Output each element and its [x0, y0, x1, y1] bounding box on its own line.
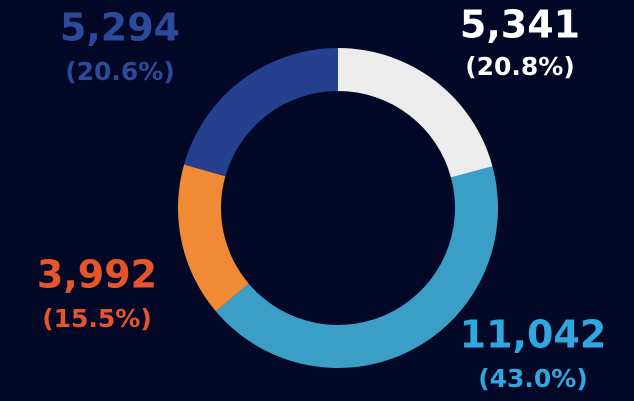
value-label: 11,042	[460, 313, 607, 357]
value-label: 5,341	[460, 3, 580, 47]
donut-segment	[338, 48, 493, 178]
donut-segment	[178, 164, 249, 312]
percent-label: (15.5%)	[42, 304, 152, 333]
percent-label: (20.8%)	[465, 52, 575, 81]
value-label: 5,294	[60, 6, 180, 50]
percent-label: (20.6%)	[65, 57, 175, 86]
donut-segment	[184, 47, 338, 177]
percent-label: (43.0%)	[478, 364, 588, 393]
donut-segment	[215, 166, 498, 368]
value-label: 3,992	[37, 253, 157, 297]
